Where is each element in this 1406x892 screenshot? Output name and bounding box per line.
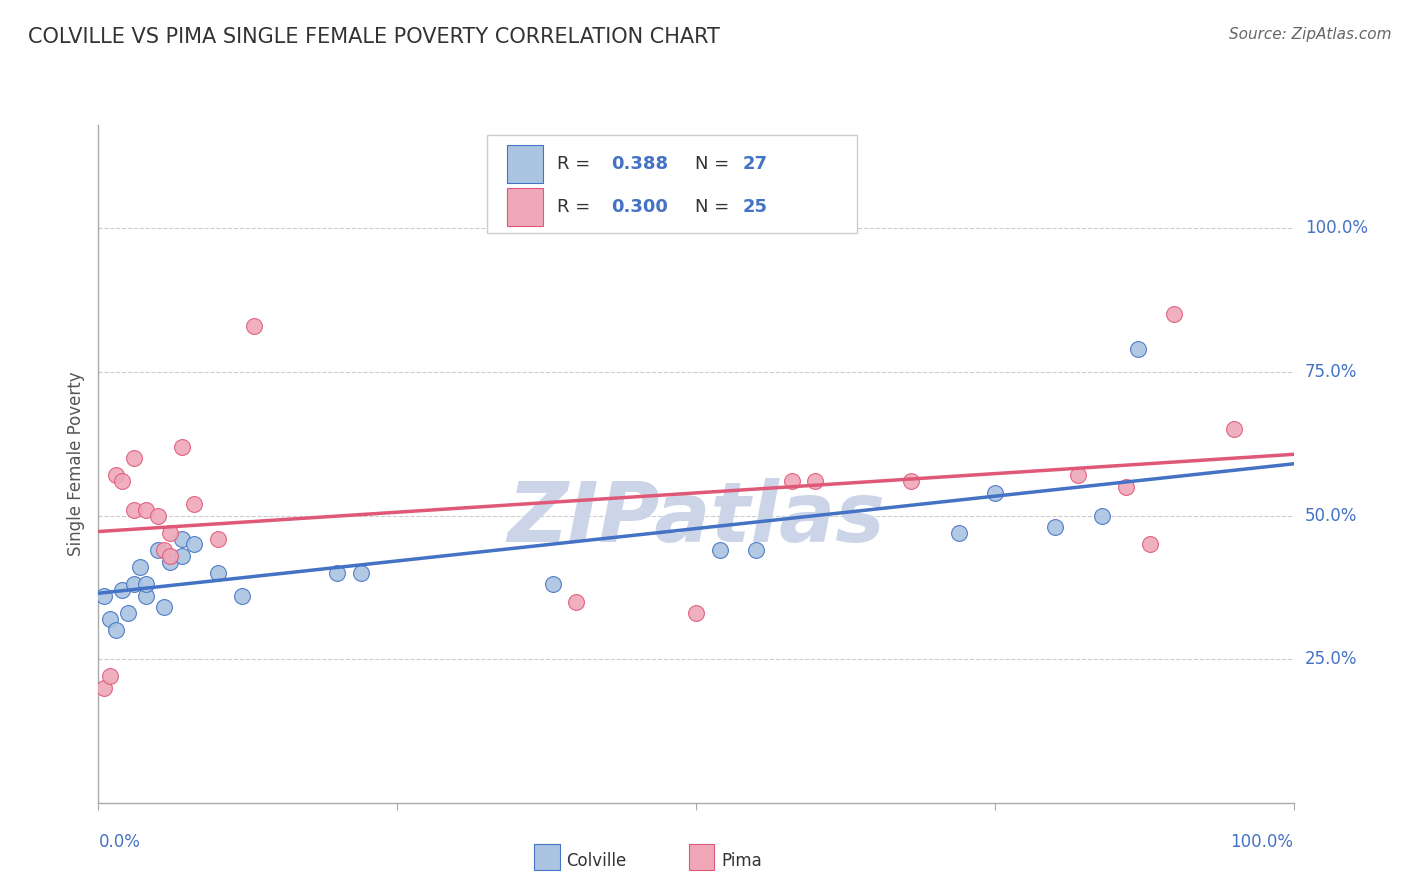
Point [1115, 480, 1137, 494]
Point [153, 600, 176, 615]
Point [326, 566, 349, 580]
Point [780, 474, 803, 488]
Point [1163, 308, 1185, 322]
Text: N =: N = [695, 198, 735, 216]
Point [129, 560, 152, 574]
Text: 50.0%: 50.0% [1305, 507, 1357, 524]
Text: 25: 25 [742, 198, 768, 216]
Point [172, 532, 194, 546]
Point [111, 474, 134, 488]
Point [172, 549, 194, 563]
Point [124, 503, 146, 517]
Point [565, 595, 588, 609]
Text: R =: R = [557, 198, 596, 216]
Point [183, 537, 205, 551]
FancyBboxPatch shape [508, 188, 543, 226]
Point [900, 474, 922, 488]
Text: N =: N = [695, 155, 735, 173]
Text: 100.0%: 100.0% [1230, 833, 1294, 851]
Point [135, 577, 157, 591]
Point [148, 543, 170, 558]
Point [93, 589, 115, 603]
Point [153, 543, 176, 558]
Point [983, 485, 1005, 500]
Point [135, 589, 157, 603]
Point [804, 474, 827, 488]
Text: 27: 27 [742, 155, 768, 173]
Point [207, 566, 229, 580]
Point [159, 554, 181, 568]
Text: Colville: Colville [567, 852, 627, 870]
Point [135, 503, 157, 517]
Text: R =: R = [557, 155, 596, 173]
Text: Source: ZipAtlas.com: Source: ZipAtlas.com [1229, 27, 1392, 42]
Point [124, 577, 146, 591]
Text: 100.0%: 100.0% [1305, 219, 1368, 237]
Point [243, 318, 266, 333]
Text: 75.0%: 75.0% [1305, 363, 1357, 381]
Point [159, 549, 181, 563]
Text: ZIPatlas: ZIPatlas [508, 477, 884, 558]
Point [685, 606, 707, 620]
Point [948, 525, 970, 540]
Point [1128, 342, 1150, 356]
Point [98, 669, 122, 683]
Point [745, 543, 768, 558]
Point [98, 612, 122, 626]
FancyBboxPatch shape [486, 135, 858, 234]
Point [1139, 537, 1161, 551]
Point [159, 525, 181, 540]
Point [1222, 422, 1246, 436]
Point [148, 508, 170, 523]
Point [709, 543, 731, 558]
Point [1091, 508, 1114, 523]
Point [105, 468, 128, 483]
Text: 0.388: 0.388 [612, 155, 668, 173]
Point [1043, 520, 1066, 534]
Point [105, 624, 128, 638]
Point [117, 606, 139, 620]
Text: 0.300: 0.300 [612, 198, 668, 216]
Point [207, 532, 229, 546]
Point [1067, 468, 1090, 483]
Point [93, 681, 115, 695]
Text: Pima: Pima [721, 852, 762, 870]
Text: COLVILLE VS PIMA SINGLE FEMALE POVERTY CORRELATION CHART: COLVILLE VS PIMA SINGLE FEMALE POVERTY C… [28, 27, 720, 46]
Point [231, 589, 253, 603]
Point [124, 451, 146, 466]
FancyBboxPatch shape [508, 145, 543, 183]
Text: 25.0%: 25.0% [1305, 650, 1357, 668]
Text: 0.0%: 0.0% [98, 833, 141, 851]
Point [541, 577, 564, 591]
Point [183, 497, 205, 511]
Point [350, 566, 373, 580]
Point [111, 583, 134, 598]
Point [172, 440, 194, 454]
Y-axis label: Single Female Poverty: Single Female Poverty [66, 372, 84, 556]
